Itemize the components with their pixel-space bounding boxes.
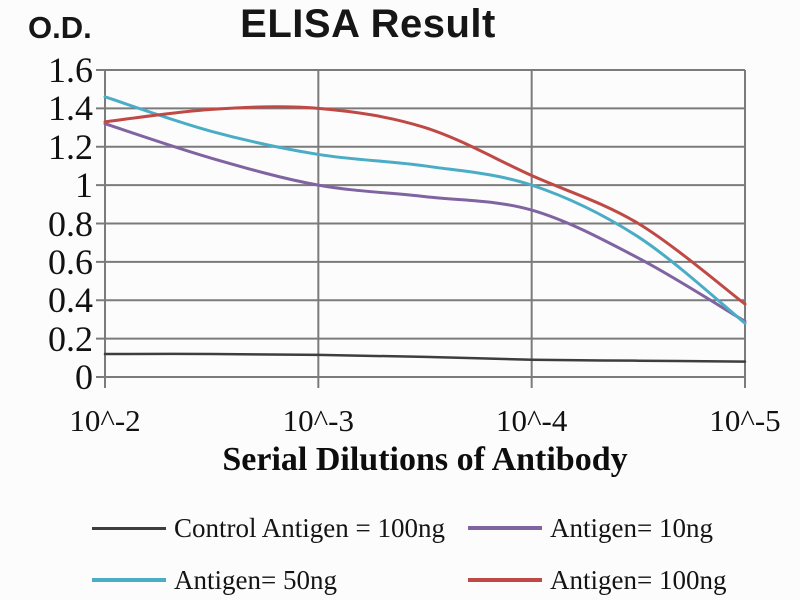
y-tick-label: 1 <box>75 165 93 206</box>
y-tick-label: 0.6 <box>48 241 93 282</box>
legend-label: Antigen= 50ng <box>174 564 337 595</box>
legend-line-control-antigen <box>92 526 166 530</box>
x-tick-label: 10^-3 <box>282 403 355 438</box>
legend-item-control-antigen: Control Antigen = 100ng <box>92 508 445 548</box>
legend-item-antigen-50ng: Antigen= 50ng <box>92 560 337 600</box>
legend-label: Antigen= 10ng <box>550 512 713 543</box>
x-tick-label: 10^-5 <box>709 403 781 438</box>
legend-line-antigen-10ng <box>468 526 542 530</box>
legend-row: Antigen= 50ng Antigen= 100ng <box>0 560 800 600</box>
legend-line-antigen-50ng <box>92 578 166 582</box>
x-tick-label: 10^-2 <box>69 403 141 438</box>
x-axis-title: Serial Dilutions of Antibody <box>222 441 628 478</box>
legend-row: Control Antigen = 100ng Antigen= 10ng <box>0 508 800 548</box>
y-axis-title: O.D. <box>28 10 92 45</box>
legend-item-antigen-100ng: Antigen= 100ng <box>468 560 726 600</box>
x-tick-label: 10^-4 <box>495 403 568 438</box>
legend-label: Control Antigen = 100ng <box>174 512 445 543</box>
y-tick-label: 0.4 <box>48 280 93 321</box>
legend-label: Antigen= 100ng <box>550 564 727 595</box>
legend-line-antigen-100ng <box>468 578 542 582</box>
y-tick-label: 0 <box>75 357 93 397</box>
chart-title: ELISA Result <box>240 2 496 46</box>
y-tick-label: 0.2 <box>48 318 93 359</box>
legend-item-antigen-10ng: Antigen= 10ng <box>468 508 713 548</box>
y-tick-label: 0.8 <box>48 203 93 244</box>
y-tick-label: 1.4 <box>48 88 93 129</box>
y-tick-label: 1.6 <box>48 50 93 90</box>
y-tick-label: 1.2 <box>48 126 93 167</box>
